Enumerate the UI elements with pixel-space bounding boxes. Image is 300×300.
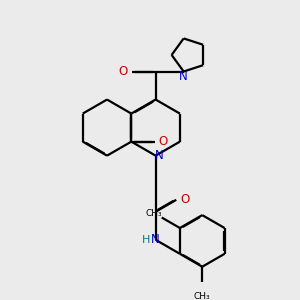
Text: N: N bbox=[154, 149, 164, 162]
Text: O: O bbox=[158, 135, 168, 148]
Text: N: N bbox=[151, 233, 160, 246]
Text: N: N bbox=[179, 70, 188, 83]
Text: O: O bbox=[180, 193, 189, 206]
Text: CH₃: CH₃ bbox=[146, 208, 162, 217]
Text: CH₃: CH₃ bbox=[194, 292, 211, 300]
Text: H: H bbox=[142, 235, 150, 245]
Text: O: O bbox=[119, 65, 128, 78]
